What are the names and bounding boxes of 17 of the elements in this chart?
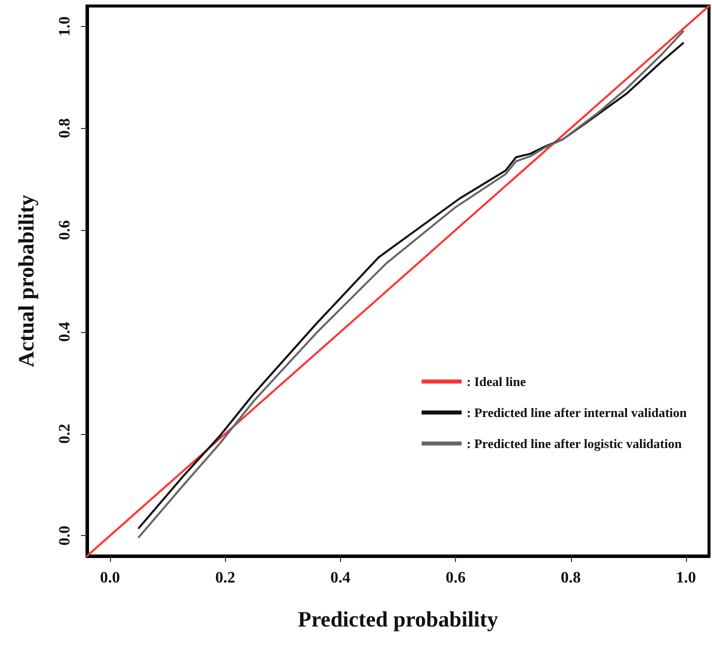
legend-label: : Predicted line after internal validation (466, 405, 688, 420)
legend-label: : Predicted line after logistic validation (466, 436, 682, 451)
x-tick-label: 0.0 (100, 570, 120, 586)
x-tick-label: 0.6 (446, 570, 466, 586)
y-axis-title: Actual probability (14, 194, 38, 368)
x-tick-label: 0.8 (560, 570, 581, 586)
y-tick-label: 0.4 (56, 322, 74, 342)
x-tick-label: 0.4 (330, 570, 350, 586)
y-tick-label: 1.0 (56, 16, 74, 36)
x-tick-label: 0.2 (215, 570, 236, 586)
y-tick-label: 0.8 (56, 118, 74, 138)
y-tick-label: 0.6 (56, 220, 74, 240)
legend-label: : Ideal line (466, 374, 526, 389)
x-tick-label: 1.0 (676, 570, 696, 586)
y-tick-label: 0.2 (56, 424, 74, 444)
y-tick-label: 0.0 (56, 526, 74, 546)
x-axis-title: Predicted probability (298, 606, 498, 632)
